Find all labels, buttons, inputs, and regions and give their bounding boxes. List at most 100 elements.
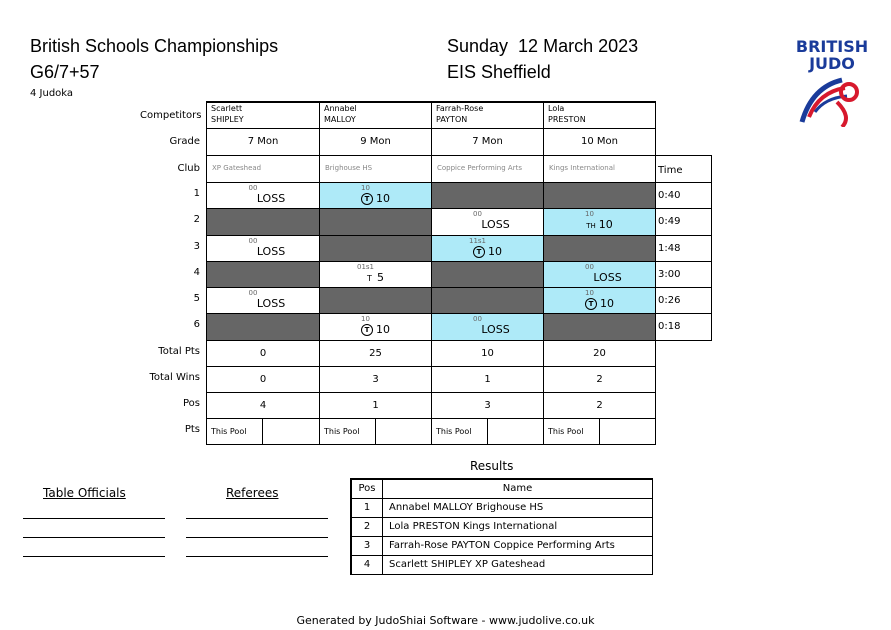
bout-result-cell[interactable]: 01s1 T 5 xyxy=(319,261,432,288)
competitor-name: Lola PRESTON xyxy=(543,101,656,129)
result-value: 10 xyxy=(488,245,502,258)
results-title: Results xyxy=(470,459,514,473)
grade-cell: 10 Mon xyxy=(543,128,656,156)
venue: EIS Sheffield xyxy=(447,62,551,82)
total-pts-label: Total Pts xyxy=(158,346,200,357)
last-name: PRESTON xyxy=(548,115,586,124)
grade-label: Grade xyxy=(169,136,201,147)
empty-cell xyxy=(543,313,656,341)
score-code: 00 xyxy=(248,184,258,192)
club-cell: Kings International xyxy=(543,155,656,183)
time-header: Time xyxy=(655,155,712,183)
empty-cell xyxy=(319,287,432,314)
empty-cell xyxy=(319,208,432,236)
total-wins-label: Total Wins xyxy=(149,372,200,383)
score-code: 00 xyxy=(248,289,258,297)
ippon-icon: T xyxy=(361,324,373,336)
bout-number: 2 xyxy=(193,214,200,225)
bout-result-cell[interactable]: 00 LOSS xyxy=(543,261,656,288)
result-name: Lola PRESTON Kings International xyxy=(382,517,653,537)
bout-time: 0:18 xyxy=(655,313,712,341)
total-wins-cell: 0 xyxy=(206,366,320,393)
empty-cell xyxy=(431,182,544,209)
bout-result: LOSS xyxy=(215,245,327,258)
bout-result-cell[interactable]: 10 TH 10 xyxy=(543,208,656,236)
score-code: 11s1 xyxy=(468,237,486,245)
event-title: British Schools Championships xyxy=(30,36,279,56)
grade-cell: 7 Mon xyxy=(206,128,320,156)
bout-result: LOSS xyxy=(215,297,327,310)
bout-time: 1:48 xyxy=(655,235,712,262)
first-name: Lola xyxy=(548,104,565,113)
bout-number: 5 xyxy=(193,293,200,304)
bout-result-cell[interactable]: 10 T 10 xyxy=(543,287,656,314)
this-pool-cell: This Pool xyxy=(206,418,263,445)
bout-result-cell[interactable]: 10 T 10 xyxy=(319,182,432,209)
club-label: Club xyxy=(177,163,200,174)
results-name-header: Name xyxy=(382,478,653,499)
empty-cell xyxy=(543,182,656,209)
empty-cell xyxy=(431,287,544,314)
pool-pts-cell xyxy=(599,418,656,445)
bout-result: LOSS xyxy=(440,218,551,231)
score-code: 00 xyxy=(585,263,594,271)
score-code: 00 xyxy=(248,237,258,245)
result-value: LOSS xyxy=(481,218,510,231)
empty-cell xyxy=(206,261,320,288)
bout-result-cell[interactable]: 00 LOSS xyxy=(431,313,544,341)
result-value: LOSS xyxy=(256,192,286,205)
score-code: 10 xyxy=(361,184,370,192)
result-value: 5 xyxy=(376,271,384,284)
total-wins-cell: 1 xyxy=(431,366,544,393)
bout-result-cell[interactable]: 00 LOSS xyxy=(206,182,320,209)
bout-number: 1 xyxy=(193,188,200,199)
grade-cell: 7 Mon xyxy=(431,128,544,156)
bout-result: T 10 xyxy=(432,245,543,258)
hansoku-icon: TH xyxy=(586,222,596,230)
total-pts-cell: 20 xyxy=(543,340,656,367)
result-pos: 1 xyxy=(350,498,383,518)
club-cell: XP Gateshead xyxy=(206,155,320,183)
total-pts-cell: 10 xyxy=(431,340,544,367)
score-code: 00 xyxy=(473,315,482,323)
last-name: SHIPLEY xyxy=(211,115,244,124)
this-pool-cell: This Pool xyxy=(543,418,600,445)
result-value: 10 xyxy=(598,218,613,231)
bout-result-cell[interactable]: 10 T 10 xyxy=(319,313,432,341)
ippon-icon: T xyxy=(585,298,597,310)
bout-result: LOSS xyxy=(552,271,663,284)
bout-result: T 10 xyxy=(320,323,431,336)
pos-cell: 1 xyxy=(319,392,432,419)
result-name: Scarlett SHIPLEY XP Gateshead xyxy=(382,555,653,575)
empty-cell xyxy=(206,208,320,236)
total-wins-cell: 3 xyxy=(319,366,432,393)
result-value: LOSS xyxy=(593,271,622,284)
total-pts-cell: 0 xyxy=(206,340,320,367)
competitor-name: Scarlett SHIPLEY xyxy=(206,101,320,129)
club-cell: Brighouse HS xyxy=(319,155,432,183)
bout-result-cell[interactable]: 11s1 T 10 xyxy=(431,235,544,262)
last-name: MALLOY xyxy=(324,115,356,124)
bout-result-cell[interactable]: 00 LOSS xyxy=(431,208,544,236)
judo-logo-icon xyxy=(799,77,859,129)
first-name: Scarlett xyxy=(211,104,243,113)
pool-pts-cell xyxy=(375,418,432,445)
result-value: LOSS xyxy=(481,323,510,336)
this-pool-cell: This Pool xyxy=(431,418,488,445)
bout-result: T 10 xyxy=(544,297,655,310)
ippon-icon: T xyxy=(361,193,373,205)
pool-pts-cell xyxy=(487,418,544,445)
bout-result-cell[interactable]: 00 LOSS xyxy=(206,235,320,262)
score-code: 10 xyxy=(585,210,594,218)
bout-result: LOSS xyxy=(215,192,327,205)
total-wins-cell: 2 xyxy=(543,366,656,393)
result-pos: 2 xyxy=(350,517,383,537)
result-pos: 4 xyxy=(350,555,383,575)
bout-result-cell[interactable]: 00 LOSS xyxy=(206,287,320,314)
empty-cell xyxy=(206,313,320,341)
waza-ari-icon: T xyxy=(367,274,372,283)
result-value: 10 xyxy=(376,192,390,205)
competitors-label: Competitors xyxy=(140,110,202,121)
bout-time: 0:26 xyxy=(655,287,712,314)
